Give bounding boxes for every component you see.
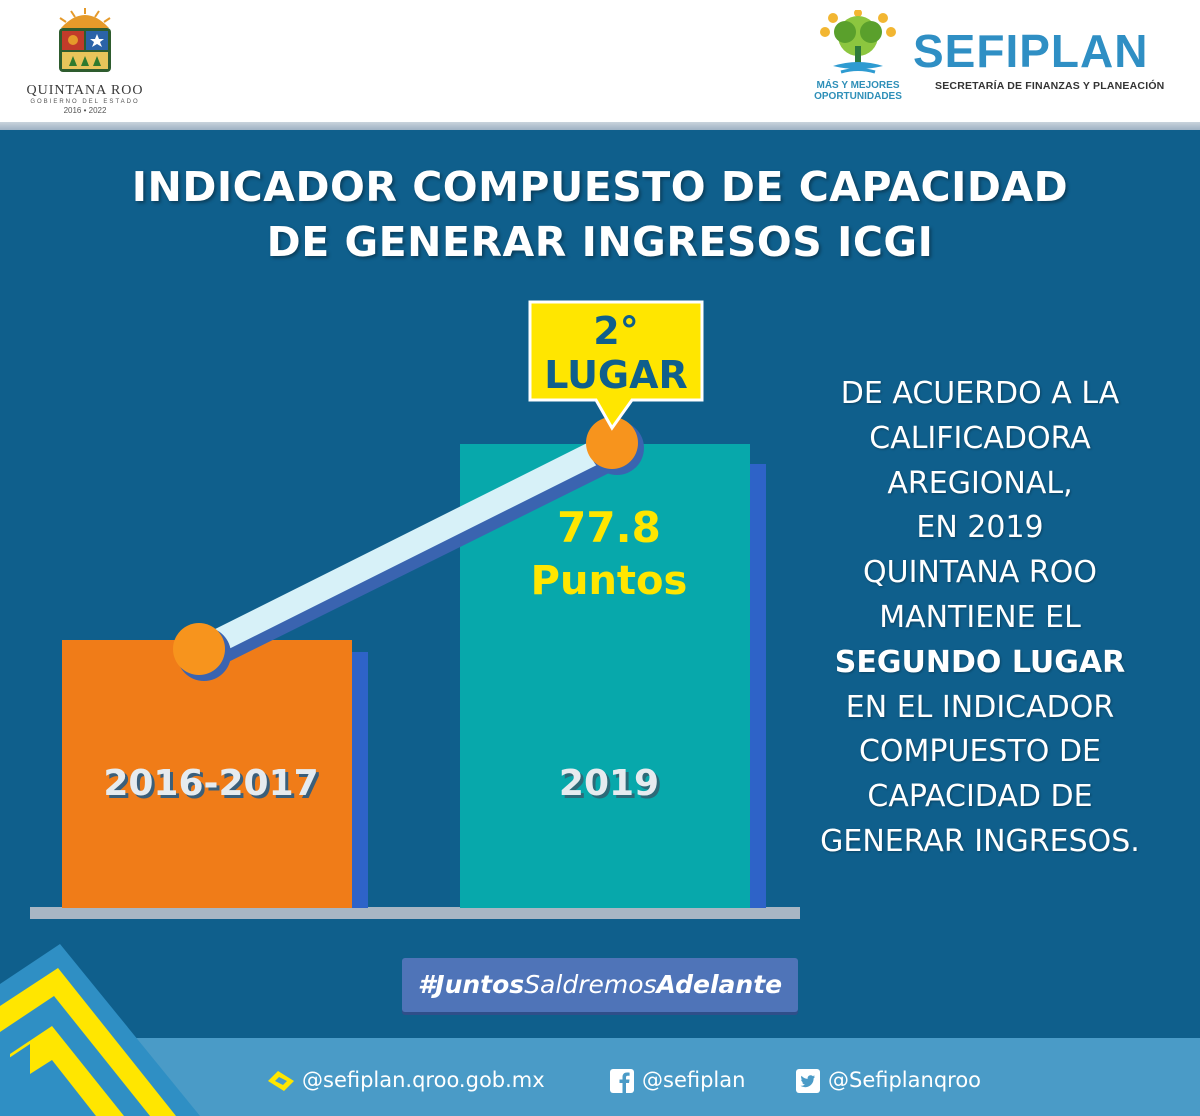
- callout-place: LUGAR: [544, 353, 688, 397]
- trend-line: [188, 432, 624, 662]
- description-line: QUINTANA ROO: [863, 555, 1097, 591]
- tree-icon: [820, 9, 896, 74]
- sefiplan-name: SEFIPLAN: [913, 25, 1149, 77]
- twitter-link[interactable]: @Sefiplanqroo: [796, 1065, 981, 1095]
- hashtag-word-3: Adelante: [656, 970, 783, 999]
- category-label-2019: 2019: [559, 763, 659, 804]
- description-line: GENERAR INGRESOS.: [820, 823, 1140, 859]
- description-line: CALIFICADORA: [869, 420, 1091, 456]
- category-label-2016-2017: 2016-2017: [103, 763, 318, 804]
- hashtag-word-2: Saldremos: [524, 970, 657, 999]
- rank-callout: 2° LUGAR: [528, 300, 704, 431]
- description-line: MANTIENE EL: [879, 599, 1081, 635]
- description-line: CAPACIDAD DE: [867, 779, 1093, 815]
- website-link[interactable]: @sefiplan.qroo.gob.mx: [268, 1065, 545, 1095]
- facebook-handle: @sefiplan: [642, 1068, 746, 1092]
- oportunidades-line1: MÁS Y MEJORES: [816, 80, 900, 91]
- quintana-roo-logo: QUINTANA ROO GOBIERNO DEL ESTADO 2016 • …: [20, 8, 150, 115]
- bar-shadow-2019: [750, 464, 766, 908]
- description-line: AREGIONAL,: [887, 465, 1073, 501]
- category-label-shadow-2019: 2019: [562, 766, 662, 807]
- value-label-2019: 77.8: [557, 503, 661, 552]
- twitter-icon: [796, 1069, 820, 1093]
- header: QUINTANA ROO GOBIERNO DEL ESTADO 2016 • …: [0, 0, 1200, 122]
- title-line-1: INDICADOR COMPUESTO DE CAPACIDAD: [131, 163, 1069, 211]
- description-highlight: SEGUNDO LUGAR: [834, 644, 1126, 680]
- facebook-icon: [610, 1069, 634, 1093]
- description-line: EN 2019: [916, 510, 1044, 546]
- sefiplan-logo: SEFIPLAN SECRETARÍA DE FINANZAS Y PLANEA…: [913, 28, 1173, 98]
- coat-of-arms-icon: [59, 8, 111, 72]
- description-line: COMPUESTO DE: [858, 734, 1102, 770]
- point-2016-2017: [173, 623, 225, 675]
- website-text: @sefiplan.qroo.gob.mx: [302, 1068, 545, 1092]
- hashtag-word-1: Juntos: [435, 970, 525, 999]
- value-unit-2019: Puntos: [531, 558, 688, 604]
- oportunidades-line2: OPORTUNIDADES: [814, 91, 902, 102]
- state-name: QUINTANA ROO: [26, 83, 144, 98]
- title-line-2: DE GENERAR INGRESOS ICGI: [266, 218, 934, 266]
- chart-baseline: [30, 907, 800, 919]
- facebook-link[interactable]: @sefiplan: [610, 1065, 745, 1095]
- sefiplan-mark-icon: [268, 1071, 294, 1091]
- state-years: 2016 • 2022: [63, 106, 107, 115]
- point-2019: [586, 417, 638, 469]
- corner-pattern-icon: [0, 944, 200, 1116]
- state-subtitle: GOBIERNO DEL ESTADO: [30, 99, 140, 105]
- page-title: INDICADOR COMPUESTO DE CAPACIDAD DE GENE…: [30, 160, 1170, 270]
- bar-shadow-2016-2017: [352, 652, 368, 908]
- description-line: EN EL INDICADOR: [845, 689, 1115, 725]
- twitter-handle: @Sefiplanqroo: [828, 1068, 982, 1092]
- callout-box: [528, 300, 704, 431]
- description: DE ACUERDO A LA CALIFICADORA AREGIONAL, …: [790, 372, 1170, 865]
- description-line: DE ACUERDO A LA: [840, 376, 1120, 411]
- hashtag-symbol: #: [417, 970, 436, 999]
- footer: [0, 1038, 1200, 1116]
- category-label-shadow-2016-2017: 2016-2017: [106, 766, 321, 807]
- callout-rank: 2°: [593, 309, 638, 353]
- hashtag-banner: #JuntosSaldremosAdelante: [402, 958, 798, 1012]
- bar-2016-2017: [62, 640, 352, 908]
- sefiplan-subtitle: SECRETARÍA DE FINANZAS Y PLANEACIÓN: [935, 80, 1165, 92]
- header-divider: [0, 122, 1200, 130]
- oportunidades-logo: MÁS Y MEJORES OPORTUNIDADES: [808, 9, 908, 110]
